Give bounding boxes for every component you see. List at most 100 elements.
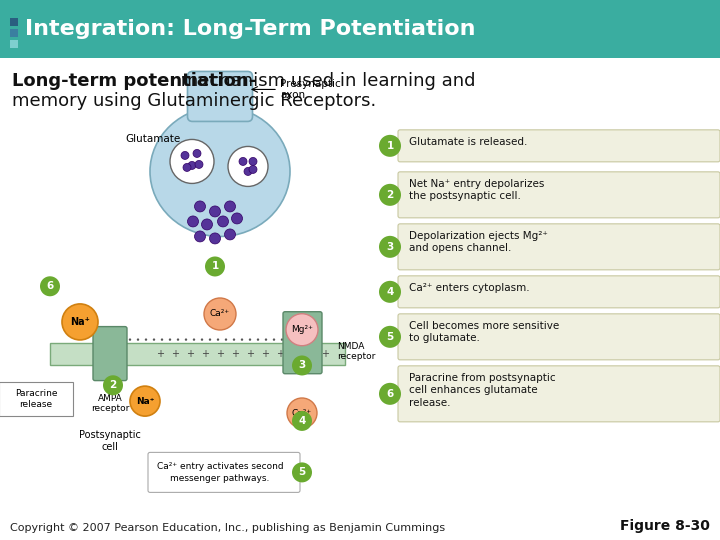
FancyBboxPatch shape [398,224,720,270]
Circle shape [204,298,236,330]
Text: Ca²⁺: Ca²⁺ [292,408,312,417]
Circle shape [129,339,131,341]
Circle shape [379,326,401,348]
Circle shape [185,339,187,341]
Circle shape [286,314,318,346]
Circle shape [193,339,195,341]
Text: +: + [156,349,164,359]
Circle shape [273,339,275,341]
Circle shape [225,201,235,212]
Circle shape [287,398,317,428]
Circle shape [244,167,252,176]
Text: Copyright © 2007 Pearson Education, Inc., publishing as Benjamin Cummings: Copyright © 2007 Pearson Education, Inc.… [10,523,445,533]
Circle shape [292,355,312,375]
Text: 3: 3 [298,361,305,370]
Bar [0,0,720,58]
Circle shape [168,339,171,341]
Text: 6: 6 [46,281,53,291]
Circle shape [62,304,98,340]
Text: +: + [201,349,209,359]
Bar [0,58,720,540]
Circle shape [210,233,220,244]
Circle shape [153,339,156,341]
Circle shape [194,201,205,212]
Circle shape [177,339,179,341]
Circle shape [201,339,203,341]
Text: Na⁺: Na⁺ [136,396,154,406]
Circle shape [265,339,267,341]
FancyBboxPatch shape [398,130,720,162]
Circle shape [232,213,243,224]
Text: Ca²⁺ entry activates second
messenger pathways.: Ca²⁺ entry activates second messenger pa… [157,462,283,483]
Bar [10,40,18,48]
Text: +: + [231,349,239,359]
Text: +: + [321,349,329,359]
Text: Paracrine from postsynaptic
cell enhances glutamate
release.: Paracrine from postsynaptic cell enhance… [409,373,556,408]
Circle shape [194,231,205,242]
Text: +: + [246,349,254,359]
Circle shape [103,375,123,395]
Text: 1: 1 [212,261,219,272]
Text: +: + [216,349,224,359]
Text: +: + [306,349,314,359]
Text: 6: 6 [387,389,394,399]
Circle shape [239,158,247,165]
Circle shape [281,339,283,341]
Text: Net Na⁺ entry depolarizes
the postsynaptic cell.: Net Na⁺ entry depolarizes the postsynapt… [409,179,544,201]
FancyBboxPatch shape [148,453,300,492]
Text: 2: 2 [109,380,117,390]
Circle shape [379,135,401,157]
Text: 4: 4 [298,416,306,426]
Text: +: + [261,349,269,359]
Circle shape [145,339,147,341]
Circle shape [195,160,203,168]
FancyBboxPatch shape [187,71,253,122]
Text: 2: 2 [387,190,394,200]
Text: 4: 4 [387,287,394,297]
Circle shape [289,339,291,341]
Text: mechanism used in learning and: mechanism used in learning and [175,72,476,90]
Circle shape [249,158,257,165]
FancyBboxPatch shape [398,276,720,308]
Text: memory using Glutaminergic Receptors.: memory using Glutaminergic Receptors. [12,92,377,110]
Text: AMPA
receptor: AMPA receptor [91,394,129,413]
Circle shape [225,339,228,341]
Text: +: + [186,349,194,359]
Circle shape [379,184,401,206]
Text: Ca²⁺: Ca²⁺ [210,309,230,319]
Circle shape [233,339,235,341]
Text: +: + [291,349,299,359]
Circle shape [292,411,312,431]
Circle shape [137,339,139,341]
Circle shape [225,229,235,240]
Text: +: + [276,349,284,359]
Circle shape [187,216,199,227]
Text: 1: 1 [387,141,394,151]
Circle shape [379,383,401,405]
Text: Depolarization ejects Mg²⁺
and opens channel.: Depolarization ejects Mg²⁺ and opens cha… [409,231,548,253]
Circle shape [181,151,189,159]
FancyBboxPatch shape [398,172,720,218]
Bar [10,29,18,37]
Bar [50,342,345,365]
Circle shape [217,216,228,227]
Text: NMDA
receptor: NMDA receptor [337,342,375,361]
FancyBboxPatch shape [398,314,720,360]
Text: Postsynaptic
cell: Postsynaptic cell [79,430,141,451]
Text: Na⁺: Na⁺ [70,317,90,327]
Circle shape [193,150,201,158]
Text: Cell becomes more sensitive
to glutamate.: Cell becomes more sensitive to glutamate… [409,321,559,343]
Circle shape [249,165,257,173]
Circle shape [292,462,312,482]
Text: Paracrine
release: Paracrine release [14,389,58,409]
Text: 3: 3 [387,242,394,252]
Text: Mg²⁺: Mg²⁺ [291,325,313,334]
Ellipse shape [150,106,290,237]
Circle shape [379,281,401,303]
Circle shape [228,146,268,186]
Text: Glutamate: Glutamate [125,134,180,144]
Circle shape [205,256,225,276]
Circle shape [240,339,243,341]
FancyBboxPatch shape [398,366,720,422]
Circle shape [209,339,211,341]
